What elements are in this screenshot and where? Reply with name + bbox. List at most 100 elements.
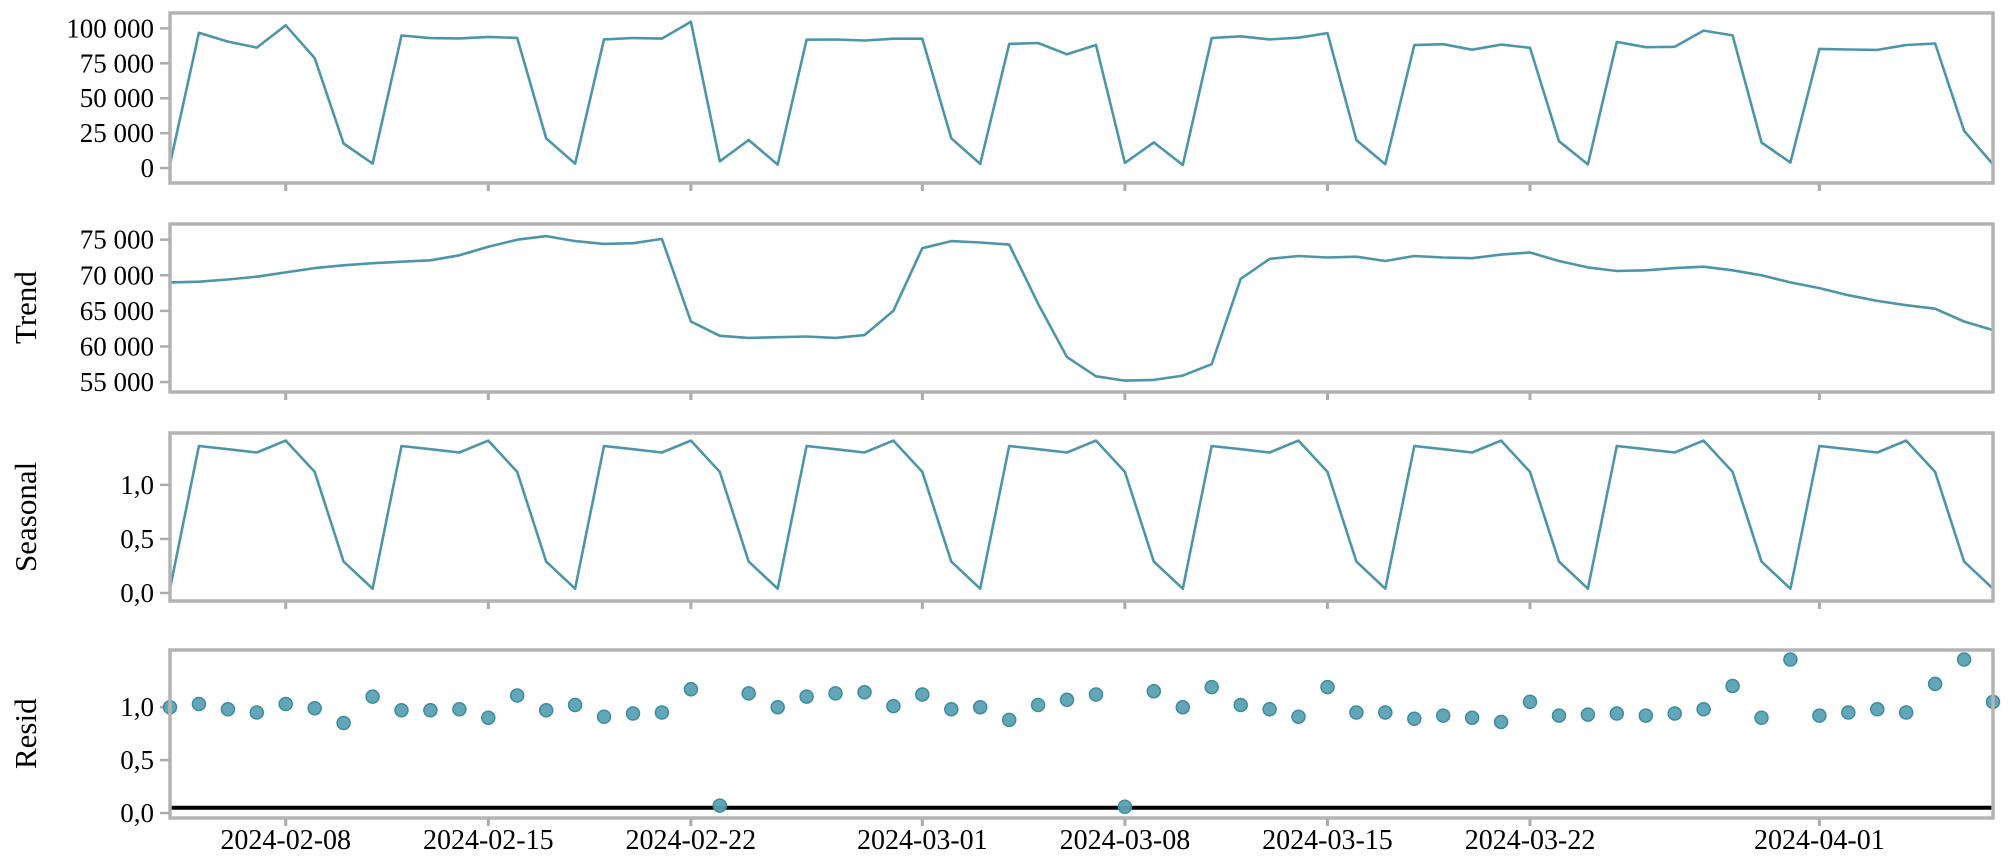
y-tick-label: 60 000 xyxy=(80,331,154,361)
resid-point xyxy=(1551,708,1567,723)
resid-point xyxy=(1146,684,1162,699)
resid-point xyxy=(1030,697,1046,713)
resid-point xyxy=(567,697,583,713)
resid-point xyxy=(423,703,438,718)
resid-point xyxy=(886,698,901,714)
resid-point xyxy=(1870,702,1885,717)
resid-point xyxy=(625,706,641,721)
resid-point xyxy=(1841,705,1856,720)
y-tick-label: 25 000 xyxy=(80,118,154,148)
resid-point xyxy=(452,702,467,717)
x-tick-label-date: 2024-03-01 xyxy=(857,825,988,856)
resid-point xyxy=(365,689,380,704)
trend-line xyxy=(168,234,1995,382)
resid-point xyxy=(1378,705,1393,720)
y-tick-label: 0,0 xyxy=(120,798,154,828)
resid-point xyxy=(654,705,670,720)
y-tick-label: 75 000 xyxy=(80,48,154,78)
resid-point xyxy=(1349,705,1364,720)
resid-point xyxy=(1783,652,1798,667)
resid-point xyxy=(1609,706,1625,721)
resid-point xyxy=(1522,694,1538,710)
resid-point xyxy=(1204,679,1219,695)
x-tick-label-date: 2024-04-01 xyxy=(1754,825,1885,856)
resid-point xyxy=(1117,799,1133,814)
resid-point xyxy=(1898,705,1914,720)
x-tick-label-date: 2024-02-22 xyxy=(626,825,757,856)
x-tick-label-date: 2024-02-15 xyxy=(423,825,554,856)
resid-point xyxy=(741,686,756,701)
panel-trend: 55 000 60 000 65 000 70 000 75 000 xyxy=(80,222,1995,400)
resid-point xyxy=(799,689,814,704)
resid-point xyxy=(1493,714,1509,730)
y-tick-label: 0 xyxy=(141,153,155,183)
resid-point xyxy=(509,688,525,703)
y-tick-label: 70 000 xyxy=(80,260,154,290)
resid-point xyxy=(481,710,496,726)
resid-point xyxy=(683,681,699,697)
x-tick-label-date: 2024-03-15 xyxy=(1262,825,1393,856)
resid-point xyxy=(972,699,988,715)
panel-observed: 0 25 000 50 000 75 000 100 000 xyxy=(66,11,1995,191)
resid-point xyxy=(220,702,236,717)
y-tick-label: 75 000 xyxy=(80,225,154,255)
resid-point xyxy=(712,798,728,813)
x-tick-label-date: 2024-03-08 xyxy=(1060,825,1191,856)
resid-point xyxy=(1291,709,1306,724)
seasonal-line xyxy=(168,439,1995,591)
x-tick-label-date: 2024-02-08 xyxy=(220,825,351,856)
resid-point xyxy=(1638,708,1654,723)
resid-point xyxy=(1725,678,1740,694)
resid-point xyxy=(1812,708,1827,723)
y-tick-label: 1,0 xyxy=(120,470,154,500)
x-tick-label-date: 2024-03-22 xyxy=(1465,825,1596,856)
resid-point xyxy=(278,696,293,712)
y-tick-label: 100 000 xyxy=(66,13,154,43)
panel-frame xyxy=(168,648,1995,820)
resid-point xyxy=(307,700,322,716)
panel-seasonal: 0,0 0,5 1,0 xyxy=(120,431,1995,609)
resid-point xyxy=(394,703,409,718)
resid-point xyxy=(1407,711,1422,727)
y-tick-label: 50 000 xyxy=(80,83,154,113)
resid-point xyxy=(538,703,554,718)
panel-frame xyxy=(168,11,1995,185)
y-axis-label-trend: Trend xyxy=(8,271,43,345)
resid-point xyxy=(1754,710,1769,726)
y-tick-label: 55 000 xyxy=(80,367,154,397)
resid-point xyxy=(1059,692,1075,708)
y-tick-label: 0,0 xyxy=(120,578,154,608)
y-axis-label-seasonal: Seasonal xyxy=(8,461,43,573)
resid-point xyxy=(944,702,959,717)
resid-point xyxy=(828,686,843,701)
panel-frame xyxy=(168,222,1995,394)
resid-point xyxy=(1580,707,1596,722)
panel-frame xyxy=(168,431,1995,603)
resid-point xyxy=(1435,708,1451,723)
resid-point xyxy=(1667,706,1682,721)
resid-point xyxy=(1233,697,1248,713)
resid-point xyxy=(1927,676,1943,692)
y-tick-label: 1,0 xyxy=(120,692,154,722)
resid-point xyxy=(336,715,351,731)
y-tick-label: 65 000 xyxy=(80,296,154,326)
resid-point xyxy=(596,709,612,724)
resid-point xyxy=(1088,687,1104,702)
observed-line xyxy=(168,20,1995,167)
y-tick-label: 0,5 xyxy=(120,745,154,775)
resid-point xyxy=(915,687,930,702)
resid-point xyxy=(249,705,265,720)
resid-point xyxy=(191,696,207,712)
resid-point xyxy=(1262,702,1277,717)
resid-point xyxy=(1696,702,1711,717)
y-tick-label: 0,5 xyxy=(120,524,154,554)
resid-point xyxy=(1956,652,1972,667)
resid-point xyxy=(770,699,785,715)
panel-resid: 0,0 0,5 1,0 xyxy=(120,648,2001,828)
y-axis-label-resid: Resid xyxy=(8,698,43,770)
resid-point xyxy=(1001,712,1017,728)
resid-point xyxy=(1464,710,1480,726)
resid-point xyxy=(857,685,872,700)
